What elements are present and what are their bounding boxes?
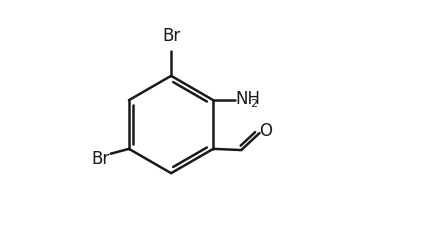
Text: O: O bbox=[259, 122, 272, 140]
Text: Br: Br bbox=[162, 27, 180, 45]
Text: 2: 2 bbox=[250, 99, 257, 109]
Text: NH: NH bbox=[236, 90, 261, 108]
Text: Br: Br bbox=[91, 150, 110, 168]
